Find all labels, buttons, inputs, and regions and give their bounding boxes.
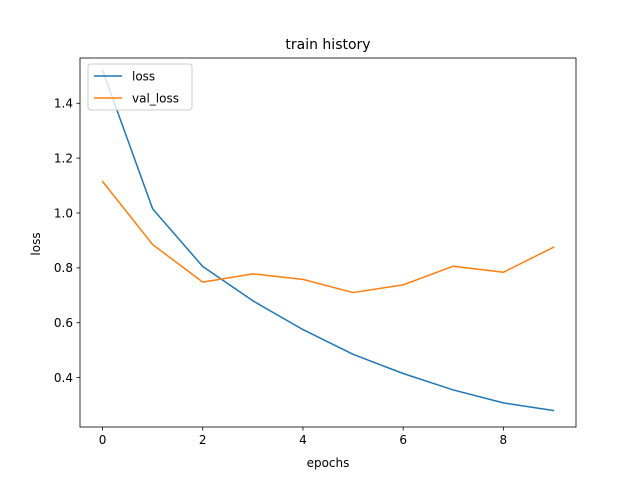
- x-tick-label: 8: [500, 433, 508, 447]
- y-tick-label: 1.2: [54, 151, 73, 165]
- legend-label-loss: loss: [132, 69, 155, 83]
- y-tick-label: 0.8: [54, 261, 73, 275]
- x-tick-label: 6: [399, 433, 407, 447]
- x-axis-label: epochs: [307, 456, 350, 470]
- x-tick-label: 0: [99, 433, 107, 447]
- x-tick-label: 4: [299, 433, 307, 447]
- chart-title: train history: [285, 37, 370, 53]
- y-tick-label: 1.0: [54, 206, 73, 220]
- x-tick-label: 2: [199, 433, 207, 447]
- y-tick-label: 1.4: [54, 97, 73, 111]
- y-axis-label: loss: [29, 232, 43, 255]
- legend-label-val-loss: val_loss: [132, 91, 179, 105]
- y-tick-label: 0.4: [54, 371, 73, 385]
- y-tick-label: 0.6: [54, 316, 73, 330]
- legend: loss val_loss: [88, 64, 192, 110]
